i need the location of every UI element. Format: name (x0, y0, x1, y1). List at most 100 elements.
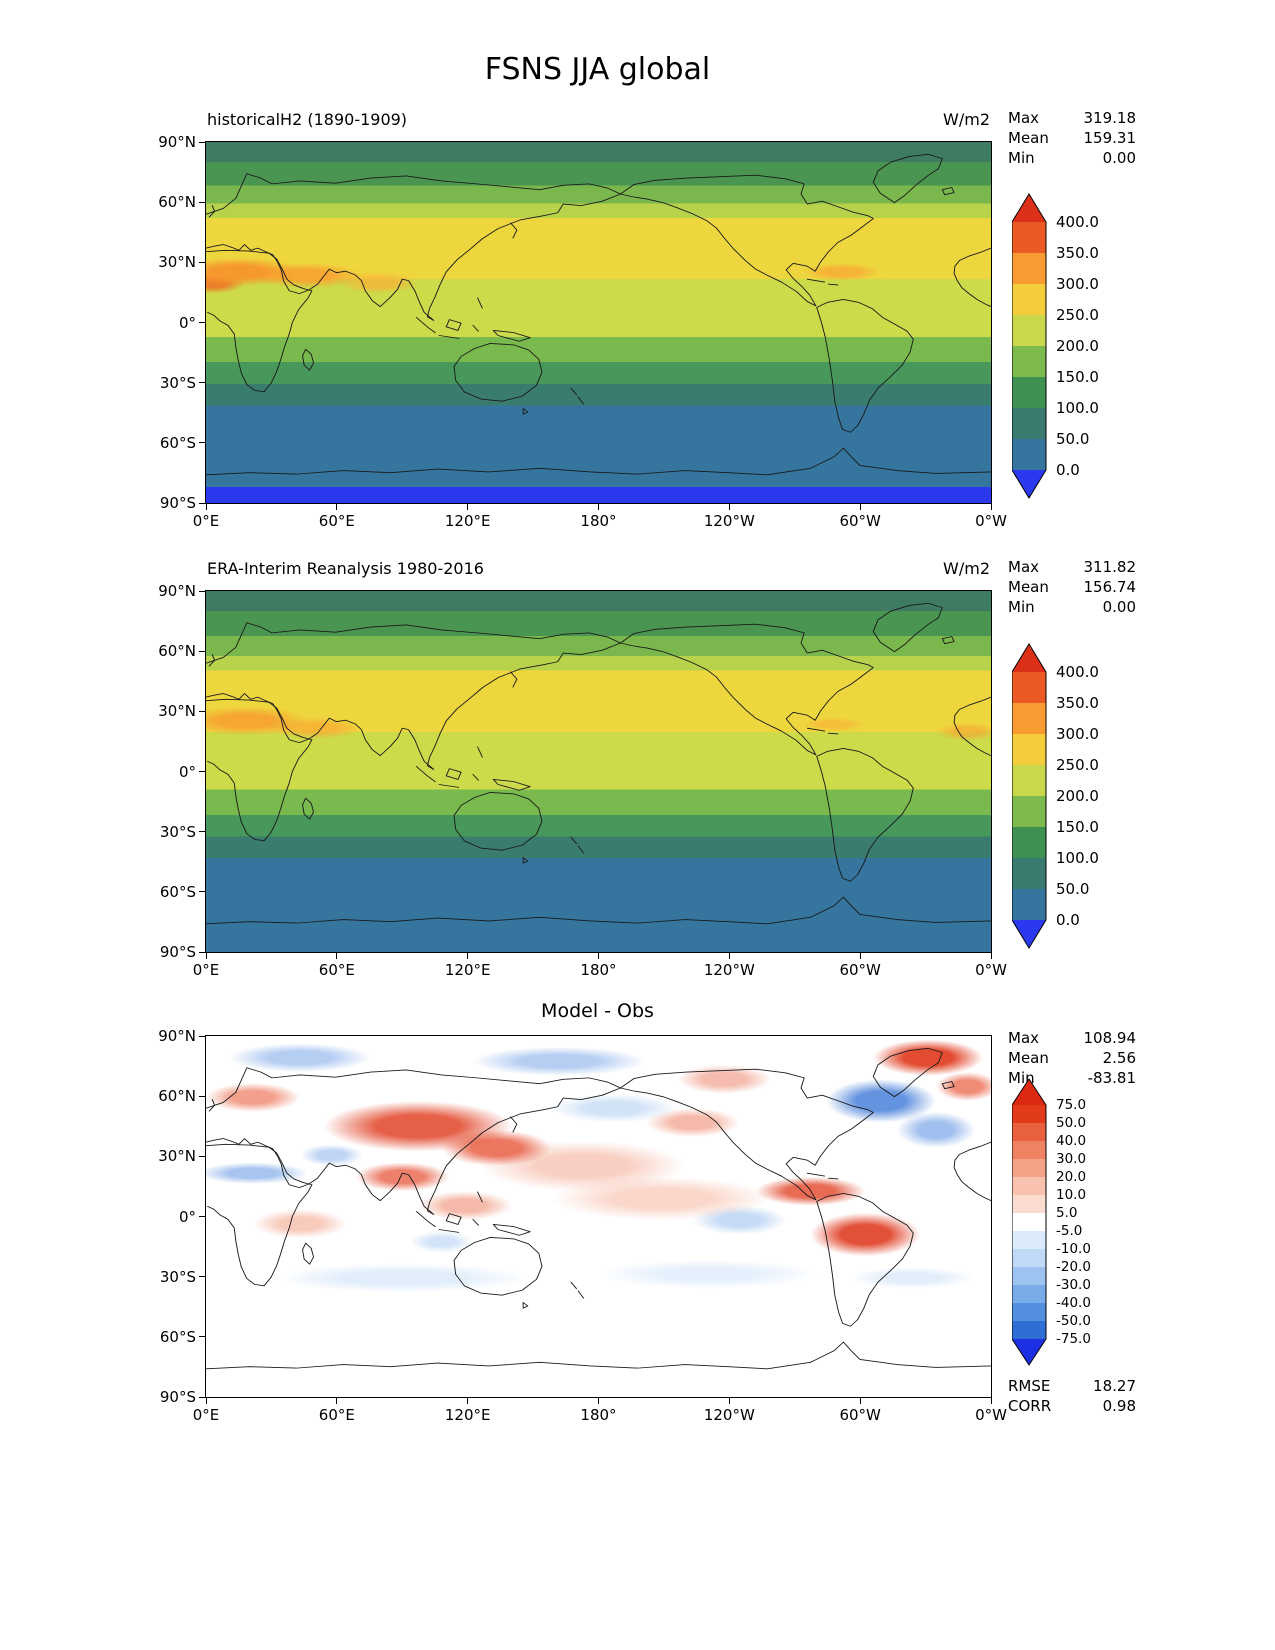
colorbar-band (1012, 765, 1046, 796)
colorbar-tick-label: 100.0 (1056, 849, 1099, 867)
colorbar-under-arrow (1012, 1339, 1046, 1365)
lat-axis-tick (199, 650, 206, 652)
lat-tick-label: 30°S (159, 373, 196, 392)
colorbar-tick-label: 350.0 (1056, 244, 1099, 262)
lon-axis-tick (990, 503, 992, 510)
colorbar-band (1012, 796, 1046, 827)
panel-obs-units-label: W/m2 (943, 559, 990, 578)
panel-model: historicalH2 (1890-1909) W/m2 Max 319.18 … (0, 100, 1275, 570)
stat-value-min: 0.00 (1102, 598, 1136, 616)
lat-axis-tick (199, 1155, 206, 1157)
lat-tick-label: 60°N (158, 1087, 196, 1106)
colorbar-tick-label: 400.0 (1056, 663, 1099, 681)
colorbar-band (1012, 284, 1046, 315)
colorbar-over-arrow (1012, 644, 1046, 672)
lon-tick-label: 60°E (318, 961, 355, 979)
panel-diff: Model - Obs Max 108.94 Mean 2.56 Min -83.81… (0, 994, 1275, 1464)
colorbar-tick-label: 0.0 (1056, 911, 1080, 929)
stat-label-min: Min (1008, 149, 1035, 167)
colorbar-band (1012, 827, 1046, 858)
lat-tick-label: 30°N (158, 1147, 196, 1166)
map-diff: 90°N 60°N 30°N 0° 30°S 60°S 90°S 0°E 60°E 120°E 18… (158, 1027, 1007, 1424)
colorbar-band (1012, 315, 1046, 346)
lon-tick-label: 120°W (703, 512, 755, 530)
colorbar-tick-label: -10.0 (1056, 1241, 1091, 1257)
lon-axis-tick (728, 503, 730, 510)
lon-tick-label: 60°E (318, 512, 355, 530)
colorbar-tick-label: 100.0 (1056, 399, 1099, 417)
lon-axis-tick (467, 952, 469, 959)
stat-row-min: Min 0.00 (1008, 597, 1136, 617)
lat-axis-tick (199, 891, 206, 893)
panel-diff-stats: Max 108.94 Mean 2.56 Min -83.81 (1008, 1028, 1136, 1088)
lat-axis-tick (199, 771, 206, 772)
stat-value-mean: 159.31 (1083, 129, 1137, 147)
lat-axis-tick (199, 1276, 206, 1278)
stat-label-rmse: RMSE (1008, 1377, 1051, 1395)
lon-axis-tick (467, 1397, 469, 1404)
colorbar-band (1012, 1213, 1046, 1231)
lat-tick-label: 90°S (159, 494, 196, 512)
stat-label-mean: Mean (1008, 1049, 1049, 1067)
stat-label-mean: Mean (1008, 129, 1049, 147)
lon-tick-label: 120°E (444, 512, 491, 530)
colorbar-tick-label: -5.0 (1056, 1223, 1082, 1239)
colorbar-band (1012, 346, 1046, 377)
lat-tick-label: 60°N (158, 642, 196, 661)
colorbar-band (1012, 408, 1046, 439)
lon-tick-label: 0°E (192, 512, 220, 530)
coastlines-icon (206, 153, 991, 476)
colorbar-band (1012, 1177, 1046, 1195)
lat-axis-tick (199, 1396, 206, 1398)
lat-axis-tick (199, 590, 206, 592)
lat-axis-tick (199, 502, 206, 504)
stat-label-max: Max (1008, 109, 1040, 127)
panel-obs: ERA-Interim Reanalysis 1980-2016 W/m2 Ma… (0, 549, 1275, 1019)
colorbar-tick-label: -40.0 (1056, 1295, 1091, 1311)
lon-tick-label: 0°W (975, 512, 1007, 530)
lat-tick-label: 60°N (158, 193, 196, 212)
colorbar-tick-label: 0.0 (1056, 461, 1080, 479)
colorbar-obs: 400.0 350.0 300.0 250.0 200.0 150.0 100.0 50.0 0… (1012, 643, 1099, 949)
lat-axis-tick (199, 1336, 206, 1338)
stat-value-mean: 2.56 (1102, 1049, 1136, 1067)
lon-axis-tick (205, 503, 207, 510)
colorbar-tick-label: -75.0 (1056, 1331, 1091, 1347)
colorbar-tick-label: 200.0 (1056, 787, 1099, 805)
colorbar-tick-label: 250.0 (1056, 306, 1099, 324)
lat-tick-label: 30°S (159, 822, 196, 841)
colorbar-tick-label: -50.0 (1056, 1313, 1091, 1329)
lat-axis-tick (199, 442, 206, 444)
colorbar-band (1012, 253, 1046, 284)
lat-axis-tick (199, 1035, 206, 1037)
stat-label-mean: Mean (1008, 578, 1049, 596)
lon-tick-label: 0°W (975, 961, 1007, 979)
lat-axis-tick (199, 201, 206, 203)
stat-row-rmse: RMSE 18.27 (1008, 1376, 1136, 1396)
lat-tick-label: 30°N (158, 253, 196, 272)
lon-tick-label: 60°W (839, 961, 881, 979)
lon-axis-tick (336, 952, 338, 959)
lat-axis-tick (199, 951, 206, 953)
stat-value-min: 0.00 (1102, 149, 1136, 167)
colorbar-tick-label: 300.0 (1056, 275, 1099, 293)
colorbar-diff: 75.0 50.0 40.0 30.0 20.0 10.0 5.0 -5.0 -10.0 -20.… (1012, 1078, 1091, 1366)
colorbar-tick-label: -20.0 (1056, 1259, 1091, 1275)
colorbar-tick-label: 40.0 (1056, 1133, 1086, 1149)
lat-tick-label: 0° (178, 313, 196, 332)
lon-tick-label: 60°W (839, 512, 881, 530)
colorbar-tick-label: 250.0 (1056, 756, 1099, 774)
lon-axis-tick (598, 503, 599, 510)
lat-tick-label: 30°N (158, 702, 196, 721)
colorbar-tick-label: 300.0 (1056, 725, 1099, 743)
stat-value-min: -83.81 (1087, 1069, 1136, 1087)
colorbar-band (1012, 1105, 1046, 1123)
lon-axis-tick (728, 1397, 730, 1404)
colorbar-tick-label: 75.0 (1056, 1097, 1086, 1113)
stat-label-max: Max (1008, 1029, 1040, 1047)
colorbar-band (1012, 672, 1046, 703)
lon-axis-tick (859, 503, 861, 510)
lon-tick-label: 180° (580, 961, 617, 979)
stat-value-max: 108.94 (1083, 1029, 1137, 1047)
